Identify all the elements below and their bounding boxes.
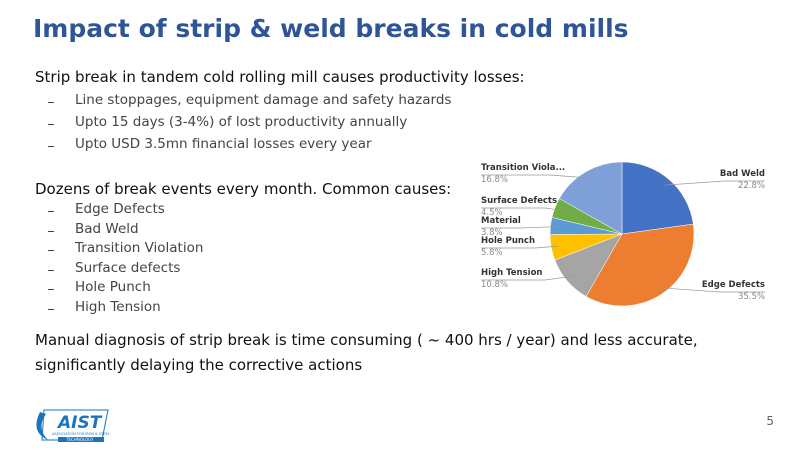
leader-line (481, 275, 573, 281)
bullet-item: Edge Defects (75, 201, 165, 217)
slice-label: Transition Viola... (481, 163, 565, 173)
conclusion: Manual diagnosis of strip break is time … (35, 331, 698, 374)
pie-slice (585, 223, 695, 307)
bullet-item: Line stoppages, equipment damage and saf… (75, 92, 452, 108)
slice-value: 16.8% (481, 175, 508, 185)
bullet-dash (48, 124, 54, 125)
section-heading: Strip break in tandem cold rolling mill … (35, 68, 525, 86)
logo-sub: TECHNOLOGY (65, 437, 94, 442)
bullet-item: Hole Punch (75, 279, 151, 296)
bullet-item: Transition Violation (75, 240, 204, 257)
slice-value: 5.8% (481, 248, 503, 258)
slice-label: Edge Defects (702, 280, 765, 290)
logo-text: AIST (56, 413, 103, 433)
slice-label: Bad Weld (720, 169, 765, 179)
pie-slice (559, 161, 623, 235)
leader-line (481, 245, 559, 249)
pie-slice (621, 161, 694, 235)
leader-line (658, 287, 765, 293)
bullet-dash (48, 146, 54, 147)
slide-title: Impact of strip & weld breaks in cold mi… (33, 14, 629, 43)
slice-value: 35.5% (738, 292, 765, 302)
slice-label: Surface Defects (481, 196, 557, 206)
bullet-dash (48, 269, 54, 271)
leader-line (481, 207, 562, 211)
slice-label: Material (481, 216, 521, 226)
logo: AIST ASSOCIATION FOR IRON & STEEL TECHNO… (36, 409, 110, 442)
slice-label: Hole Punch (481, 236, 535, 246)
slice-value: 4.5% (481, 208, 503, 218)
logo-tagline: ASSOCIATION FOR IRON & STEEL (52, 432, 110, 436)
bullet-dash (48, 230, 54, 232)
slice-value: 3.8% (481, 228, 503, 238)
slice-value: 22.8% (738, 181, 765, 191)
bullet-item: Bad Weld (75, 220, 139, 237)
bullet-dash (48, 309, 54, 310)
bullet-dash (48, 289, 54, 291)
bullet-item: Upto 15 days (3-4%) of lost productivity… (75, 114, 408, 130)
bullet-item: Surface defects (75, 259, 181, 276)
bullet-dash (48, 102, 54, 103)
bullet-dash (48, 250, 54, 252)
logo-swoosh (36, 412, 48, 440)
section-heading: Dozens of break events every month. Comm… (35, 180, 452, 198)
logo-band (58, 437, 104, 442)
page-number: 5 (766, 414, 774, 428)
leader-line (481, 174, 590, 179)
bullet-dash (48, 211, 54, 212)
bullet-item: High Tension (75, 299, 161, 315)
bullet-item: Upto USD 3.5mn financial losses every ye… (75, 136, 372, 152)
leader-line (664, 180, 765, 186)
slice-label: High Tension (481, 268, 542, 278)
slice-value: 10.8% (481, 280, 508, 290)
leader-line (481, 226, 558, 229)
